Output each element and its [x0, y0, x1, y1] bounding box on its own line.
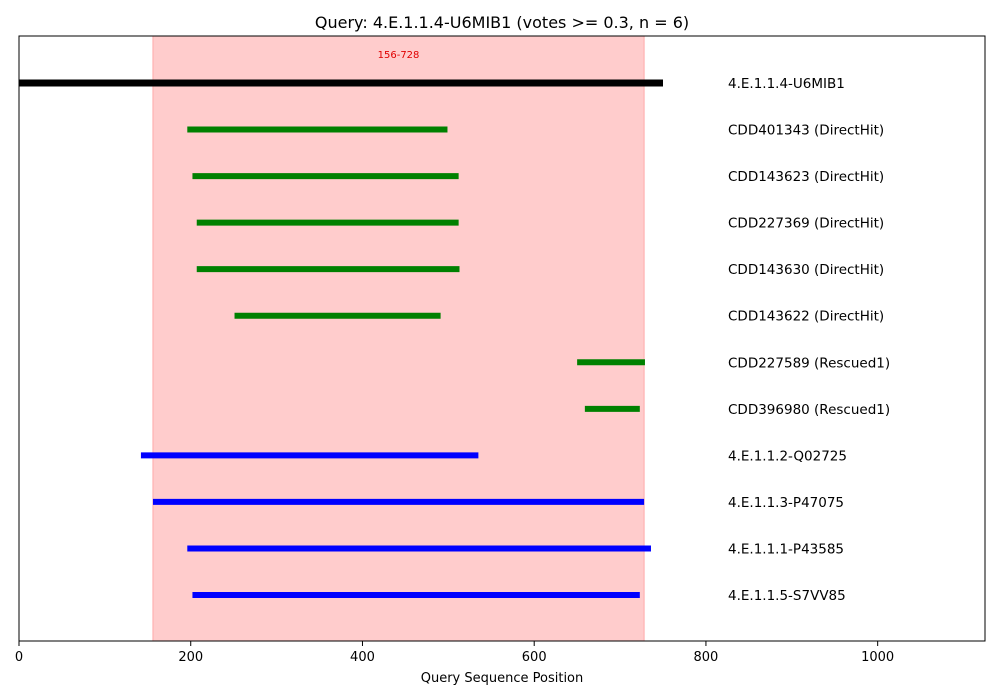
row-label: 4.E.1.1.2-Q02725: [728, 448, 847, 464]
row-label: CDD143622 (DirectHit): [728, 309, 884, 325]
row-label: CDD396980 (Rescued1): [728, 402, 890, 418]
highlight-region: [152, 35, 645, 642]
row-label: 4.E.1.1.1-P43585: [728, 541, 844, 557]
x-axis-label: Query Sequence Position: [421, 671, 584, 686]
x-tick-label: 600: [522, 650, 547, 665]
row-label: CDD401343 (DirectHit): [728, 123, 884, 139]
x-tick-label: 1000: [861, 650, 894, 665]
row-label: 4.E.1.1.3-P47075: [728, 495, 844, 511]
plot-area: 156-728 4.E.1.1.4-U6MIB1 CDD401343 (Direct…: [15, 35, 986, 665]
x-tick-label: 0: [15, 650, 23, 665]
row-label: CDD143623 (DirectHit): [728, 169, 884, 185]
row-label: CDD227589 (Rescued1): [728, 355, 890, 371]
row-label: CDD143630 (DirectHit): [728, 262, 884, 278]
highlight-region-label: 156-728: [378, 50, 420, 61]
row-label: CDD227369 (DirectHit): [728, 216, 884, 232]
x-tick-label: 800: [694, 650, 719, 665]
x-tick-label: 400: [350, 650, 375, 665]
x-tick-label: 200: [178, 650, 203, 665]
plot-frame: [18, 35, 986, 642]
row-label: 4.E.1.1.5-S7VV85: [728, 588, 846, 604]
chart-title: Query: 4.E.1.1.4-U6MIB1 (votes >= 0.3, n…: [315, 13, 689, 32]
row-label: 4.E.1.1.4-U6MIB1: [728, 76, 845, 92]
